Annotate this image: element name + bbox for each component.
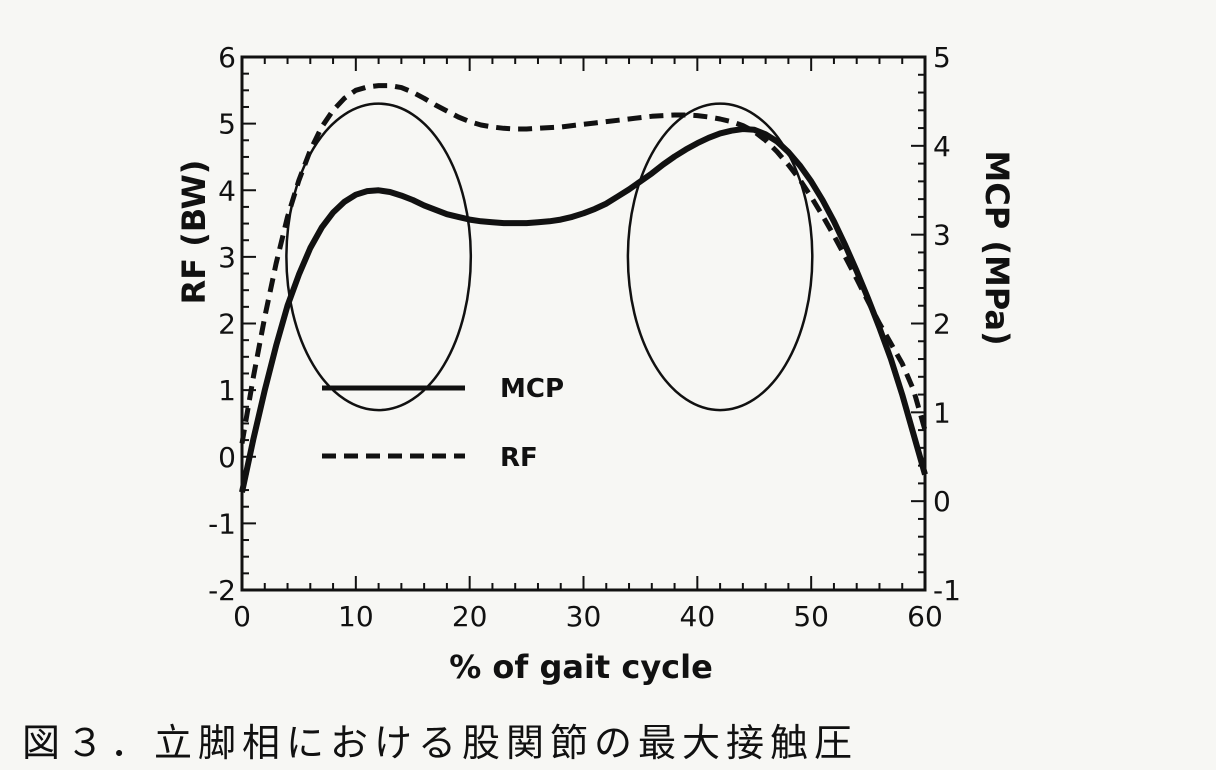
x-tick-label: 40 [680,600,716,633]
x-tick-label: 30 [566,600,602,633]
x-tick-label: 10 [338,600,374,633]
ticks: 0 10 20 30 40 50 60 -2 -1 0 1 2 3 4 5 6 -1 0 1 2 3 4 5 [208,41,961,633]
axes [240,55,927,592]
y-right-axis-title: MCP (MPa) [978,150,1016,345]
y-left-tick-label: -1 [208,507,236,540]
y-right-tick-label: 3 [933,219,951,252]
y-left-tick-label: 2 [218,308,236,341]
y-right-tick-label: 1 [933,396,951,429]
series-line-rf [239,83,928,444]
y-right-tick-label: 0 [933,485,951,518]
y-left-tick-label: -2 [208,574,236,607]
y-right-tick-label: -1 [933,574,961,607]
y-left-tick-label: 6 [218,41,236,74]
legend-label-mcp: MCP [500,374,564,404]
y-right-tick-label: 4 [933,130,951,163]
y-left-tick-label: 4 [218,174,236,207]
y-right-tick-label: 2 [933,308,951,341]
chart: 0 10 20 30 40 50 60 -2 -1 0 1 2 3 4 5 6 -1 0 1 2 3 4 5 % of ga… [175,41,1016,686]
figure-caption: 図３．立脚相における股関節の最大接触圧 [22,721,859,765]
x-tick-label: 0 [233,600,251,633]
series-line-mcp [239,126,928,493]
annotation-ellipses [285,102,814,412]
highlight-ellipse-2 [626,102,814,412]
y-left-tick-label: 3 [218,241,236,274]
x-axis-title: % of gait cycle [449,648,713,686]
highlight-ellipse-1 [285,102,473,412]
y-right-tick-label: 5 [933,41,951,74]
legend-label-rf: RF [500,443,538,473]
y-left-tick-label: 0 [218,441,236,474]
x-tick-label: 50 [793,600,829,633]
legend: MCP RF [322,374,564,473]
y-left-tick-label: 1 [218,374,236,407]
x-tick-label: 20 [452,600,488,633]
series-lines [239,83,928,493]
y-left-tick-label: 5 [218,108,236,141]
y-left-axis-title: RF (BW) [175,160,213,305]
x-tick-label: 60 [907,600,943,633]
plot-frame [240,55,927,592]
